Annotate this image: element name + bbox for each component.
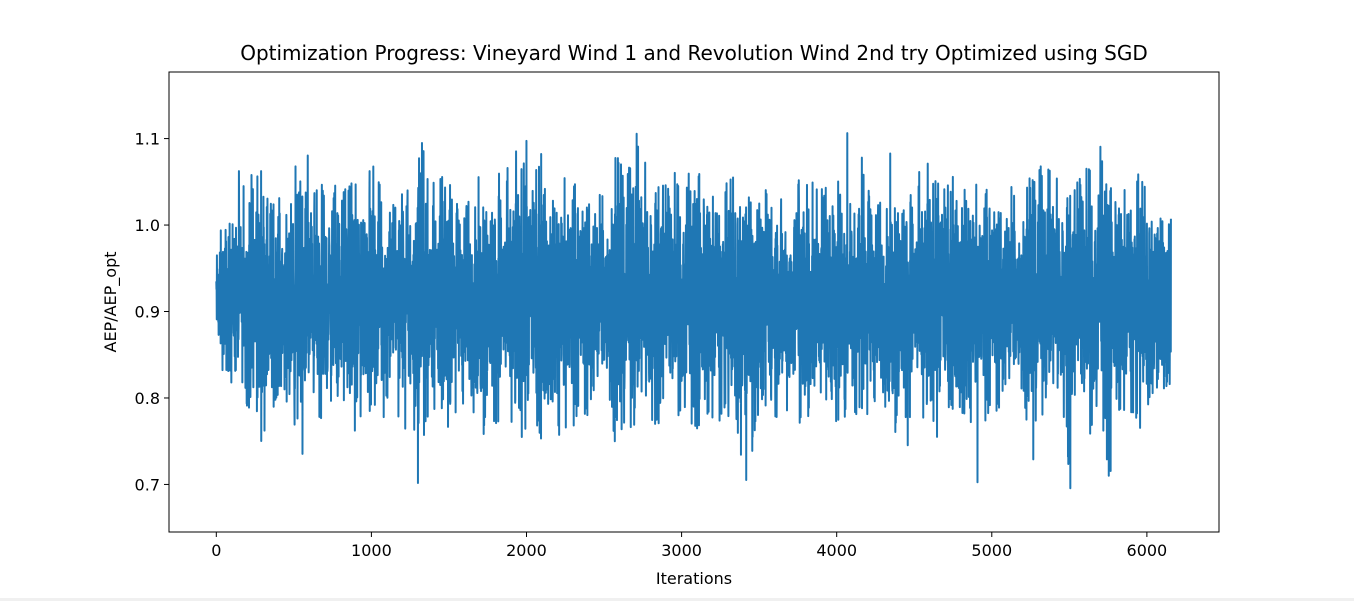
chart-title: Optimization Progress: Vineyard Wind 1 a… bbox=[240, 41, 1148, 65]
x-tick-label: 2000 bbox=[506, 541, 547, 560]
plot-frame bbox=[168, 71, 1220, 533]
y-tick-label: 0.7 bbox=[135, 475, 160, 494]
y-axis: 0.7 0.8 0.9 1.0 1.1 bbox=[135, 130, 169, 494]
x-tick-label: 5000 bbox=[971, 541, 1012, 560]
bottom-strip bbox=[0, 598, 1354, 601]
x-tick-label: 6000 bbox=[1127, 541, 1168, 560]
y-tick-label: 0.8 bbox=[135, 389, 160, 408]
x-axis: 0 1000 2000 3000 4000 5000 6000 bbox=[211, 532, 1167, 560]
y-tick-label: 1.1 bbox=[135, 130, 160, 149]
x-tick-label: 4000 bbox=[816, 541, 857, 560]
y-axis-title: AEP/AEP_opt bbox=[101, 251, 121, 352]
series-line-layer bbox=[215, 132, 1172, 490]
series-line bbox=[215, 132, 1172, 490]
y-tick-label: 0.9 bbox=[135, 303, 160, 322]
x-tick-label: 3000 bbox=[661, 541, 702, 560]
x-axis-title: Iterations bbox=[656, 569, 732, 588]
x-tick-label: 0 bbox=[211, 541, 221, 560]
x-tick-label: 1000 bbox=[351, 541, 392, 560]
y-tick-label: 1.0 bbox=[135, 216, 160, 235]
